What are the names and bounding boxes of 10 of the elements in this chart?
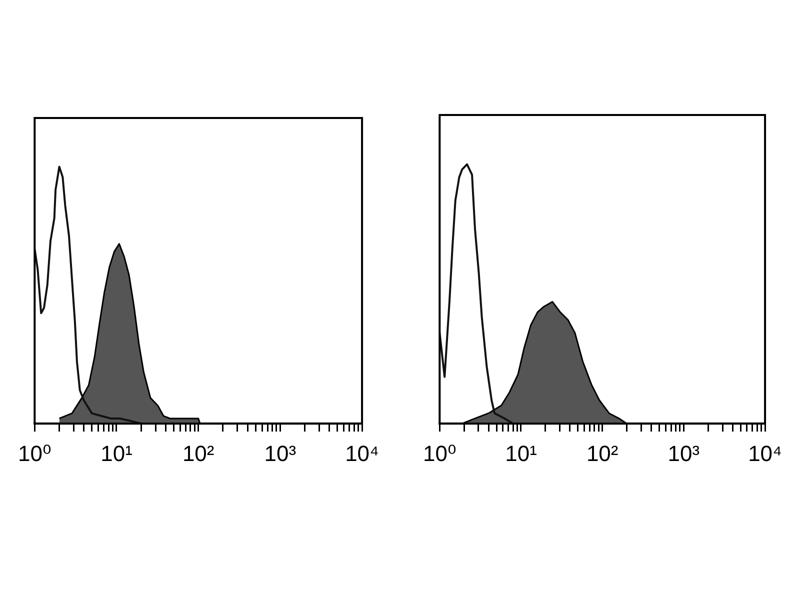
x-tick-label: 10³	[668, 440, 700, 466]
x-tick-label: 10⁴	[345, 440, 380, 466]
x-tick-label: 10¹	[505, 440, 537, 466]
x-tick-label: 10²	[182, 440, 214, 466]
x-tick-label: 10³	[264, 440, 296, 466]
x-tick-label: 10¹	[100, 440, 132, 466]
x-tick-label: 10⁴	[748, 440, 782, 466]
x-tick-label: 10⁰	[422, 440, 456, 466]
x-tick-label: 10⁰	[18, 440, 52, 466]
x-tick-label: 10²	[586, 440, 618, 466]
